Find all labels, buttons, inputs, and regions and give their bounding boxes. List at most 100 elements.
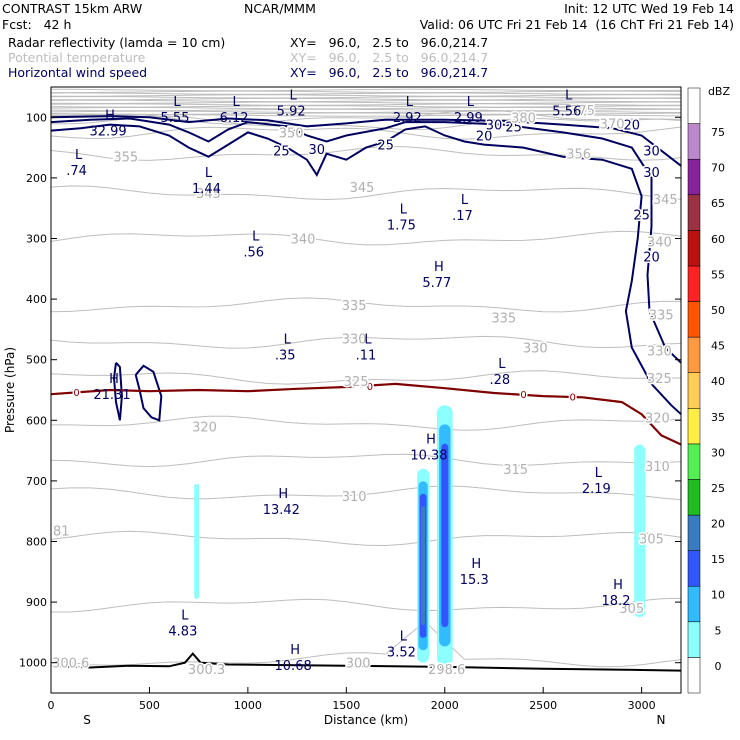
x-tick-label: 2000 xyxy=(431,699,459,712)
y-tick-label: 300 xyxy=(26,233,47,246)
x-tick-label: 2500 xyxy=(529,699,557,712)
zero-isotherm-line xyxy=(50,382,682,446)
theta-label: 335 xyxy=(649,308,674,323)
extremum-value: .74 xyxy=(66,164,87,179)
wind-contour-label: 25 xyxy=(273,145,290,160)
colorbar-tick-label: 75 xyxy=(711,126,725,139)
extremum-kind: L xyxy=(400,202,408,217)
edge-theta-label: 81 xyxy=(53,525,70,540)
colorbar-tick-label: 0 xyxy=(715,660,722,673)
colorbar-tick-label: 65 xyxy=(711,197,725,210)
colorbar-tick-label: 40 xyxy=(711,375,725,388)
zero-isotherm-label: 0 xyxy=(520,390,526,401)
extremum-kind: L xyxy=(252,230,260,245)
extremum-kind: H xyxy=(434,260,444,275)
extremum-value: 32.99 xyxy=(89,124,126,139)
colorbar-unit: dBZ xyxy=(708,85,731,98)
potential-temperature-contours xyxy=(50,88,682,668)
colorbar-box xyxy=(687,301,701,338)
theta-label: 340 xyxy=(291,233,316,248)
extremum-kind: L xyxy=(467,95,475,110)
theta-label: 320 xyxy=(192,420,217,435)
zero-isotherm-label: 0 xyxy=(367,382,373,393)
colorbar-box xyxy=(687,265,701,302)
theta-contour-upper xyxy=(50,107,681,110)
colorbar-tick-label: 20 xyxy=(711,518,725,531)
theta-contour xyxy=(50,485,682,501)
extremum-kind: L xyxy=(75,148,83,163)
colorbar-tick-label: 25 xyxy=(711,482,725,495)
x-tick-label: 3000 xyxy=(628,699,656,712)
extremum-value: 5.77 xyxy=(422,276,451,291)
extremum-value: 10.38 xyxy=(410,449,447,464)
extremum-kind: H xyxy=(426,433,436,448)
center-title: NCAR/MMM xyxy=(244,1,316,16)
extremum-kind: H xyxy=(613,578,623,593)
y-tick-label: 800 xyxy=(26,536,47,549)
x-tick-label: 500 xyxy=(139,699,160,712)
colorbar-box xyxy=(687,514,701,551)
theta-contour-upper xyxy=(51,90,682,94)
extremum-kind: L xyxy=(284,333,292,348)
colorbar-tick-label: 70 xyxy=(711,162,725,175)
theta-label: 300 xyxy=(346,657,371,672)
theta-contour xyxy=(50,530,682,547)
wind-contour-label: 30 xyxy=(643,145,660,160)
extremum-value: 4.83 xyxy=(168,624,197,639)
wind-contour-label: 30 xyxy=(309,143,326,158)
colorbar-box xyxy=(687,372,701,409)
extremum-value: 5.56 xyxy=(552,104,581,119)
colorbar-tick-label: 10 xyxy=(711,589,725,602)
theta-label: 340 xyxy=(647,236,672,251)
theta-label: 345 xyxy=(350,181,375,196)
extremum-kind: H xyxy=(290,643,300,658)
colorbar-box xyxy=(687,479,701,516)
zero-isotherm-label: 0 xyxy=(570,393,576,404)
extremum-value: 1.75 xyxy=(387,218,416,233)
wind-contour xyxy=(112,362,123,421)
wind-contour xyxy=(50,115,682,167)
reflectivity-band xyxy=(194,483,200,599)
field-xy-theta: XY= 96.0, 2.5 to 96.0,214.7 xyxy=(290,50,489,65)
theta-contour-upper xyxy=(50,96,682,99)
extremum-kind: L xyxy=(461,193,469,208)
contour-labels: 300.6 300.3 300 298.63053053103103153203203… xyxy=(51,88,680,679)
field-xy-wind: XY= 96.0, 2.5 to 96.0,214.7 xyxy=(290,65,489,80)
theta-contour-upper xyxy=(50,101,682,104)
colorbar-tick-label: 55 xyxy=(711,268,725,281)
theta-label: 345 xyxy=(653,193,678,208)
extremum-value: .17 xyxy=(452,209,473,224)
x-tick-label: 0 xyxy=(48,699,55,712)
theta-label: 370 xyxy=(600,117,625,132)
theta-contour-upper xyxy=(50,99,682,103)
colorbar-tick-label: 50 xyxy=(711,304,725,317)
extremum-kind: L xyxy=(205,166,213,181)
extremum-kind: L xyxy=(232,95,240,110)
theta-label: 330 xyxy=(342,332,367,347)
extremum-kind: L xyxy=(406,95,414,110)
theta-label: 325 xyxy=(344,375,369,390)
extremum-value: .35 xyxy=(275,349,296,364)
theta-contour-upper xyxy=(51,88,682,92)
extremum-value: 2.92 xyxy=(393,111,422,126)
theta-label: 355 xyxy=(113,151,138,166)
reflectivity-band xyxy=(421,506,426,626)
colorbar-box xyxy=(687,336,701,373)
theta-contour xyxy=(50,185,682,201)
colorbar-tick-label: 30 xyxy=(711,446,725,459)
extremum-value: 21.31 xyxy=(93,388,130,403)
wind-contour xyxy=(50,123,682,415)
theta-contour-upper xyxy=(50,97,682,101)
extremum-value: 2.99 xyxy=(454,111,483,126)
wind-contour xyxy=(134,364,163,422)
extremum-kind: L xyxy=(400,630,408,645)
theta-label: 310 xyxy=(342,490,367,505)
theta-label: 335 xyxy=(491,311,516,326)
model-title: CONTRAST 15km ARW xyxy=(2,1,143,16)
wind-contour xyxy=(50,117,682,364)
extremum-kind: L xyxy=(565,88,573,103)
y-tick-label: 100 xyxy=(26,111,47,124)
extremum-value: 5.55 xyxy=(161,111,190,126)
wind-contour-label: 25 xyxy=(377,139,394,154)
